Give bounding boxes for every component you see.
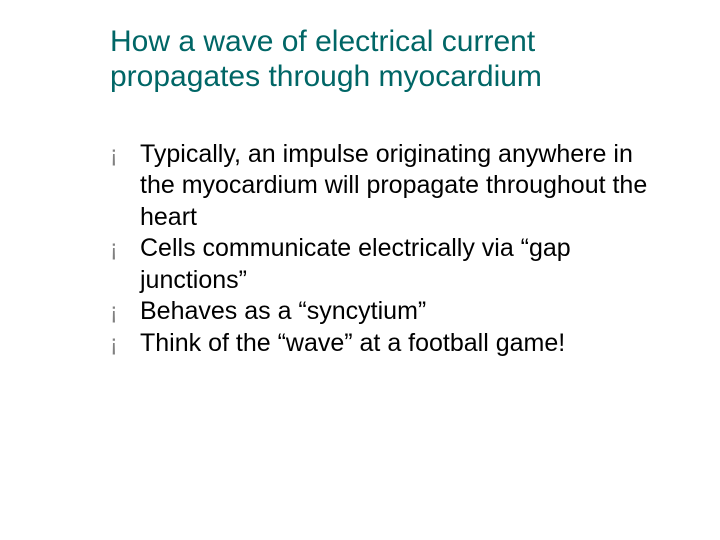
list-item: ¡ Typically, an impulse originating anyw… — [110, 139, 670, 234]
list-item: ¡ Think of the “wave” at a football game… — [110, 328, 670, 360]
bullet-text: Behaves as a “syncytium” — [140, 297, 426, 325]
slide-container: How a wave of electrical current propaga… — [0, 0, 720, 540]
bullet-icon: ¡ — [110, 139, 118, 170]
bullet-text: Think of the “wave” at a football game! — [140, 329, 565, 357]
bullet-text: Cells communicate electrically via “gap … — [140, 234, 571, 294]
list-item: ¡ Behaves as a “syncytium” — [110, 296, 670, 328]
bullet-icon: ¡ — [110, 233, 118, 264]
bullet-list: ¡ Typically, an impulse originating anyw… — [110, 139, 670, 360]
list-item: ¡ Cells communicate electrically via “ga… — [110, 233, 670, 296]
slide-title: How a wave of electrical current propaga… — [110, 24, 670, 95]
bullet-icon: ¡ — [110, 296, 118, 327]
bullet-icon: ¡ — [110, 328, 118, 359]
bullet-text: Typically, an impulse originating anywhe… — [140, 140, 647, 231]
